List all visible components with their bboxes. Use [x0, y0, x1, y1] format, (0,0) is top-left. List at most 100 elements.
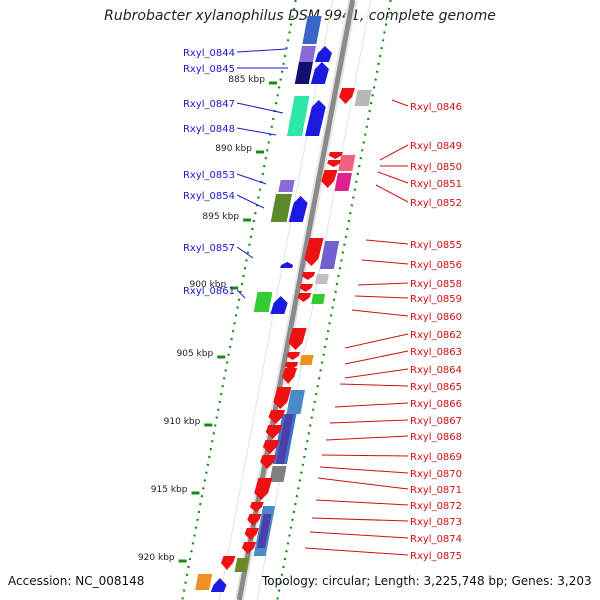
- leader-line-right: [344, 368, 409, 379]
- leader-line-right: [351, 309, 409, 317]
- gene-label-right: Rxyl_0858: [410, 279, 462, 290]
- gene-arrow-0865: [282, 368, 298, 384]
- gene-label-right: Rxyl_0846: [410, 102, 462, 113]
- gene-block-0852: [334, 173, 352, 191]
- left-inner-track: [218, 0, 334, 600]
- gene-arrow-0849: [328, 152, 343, 159]
- kbp-tick-label: 900 kbp: [190, 280, 227, 290]
- gene-label-left: Rxyl_0854: [183, 191, 235, 202]
- backbone: [236, 0, 356, 600]
- gene-label-right: Rxyl_0875: [410, 551, 462, 562]
- gene-arrow-0862: [288, 328, 307, 350]
- gene-block-0845: [294, 62, 313, 84]
- gene-label-right: Rxyl_0850: [410, 162, 462, 173]
- leader-line-right: [329, 419, 409, 424]
- leader-line-right: [311, 517, 409, 522]
- gene-block-0871: [269, 466, 287, 482]
- leader-line-left: [236, 289, 246, 299]
- gene-block-0846: [354, 90, 372, 106]
- gene-arrow-bottom: [210, 578, 227, 592]
- gene-block-0875: [234, 558, 250, 572]
- gene-label-right: Rxyl_0869: [410, 452, 462, 463]
- leader-line-right: [319, 466, 409, 474]
- gene-arrow-0846: [339, 88, 356, 104]
- leader-line-left: [236, 127, 277, 136]
- gene-label-right: Rxyl_0856: [410, 260, 462, 271]
- gene-label-right: Rxyl_0852: [410, 198, 462, 209]
- leader-line-right: [325, 435, 409, 441]
- leader-line-left: [236, 102, 284, 114]
- gene-arrow-0848: [304, 100, 326, 136]
- gene-label-right: Rxyl_0871: [410, 485, 462, 496]
- leader-line-right: [315, 499, 409, 506]
- gene-block-bottom: [195, 574, 213, 590]
- gene-label-right: Rxyl_0851: [410, 179, 462, 190]
- gene-label-right: Rxyl_0870: [410, 469, 462, 480]
- kbp-tick-label: 895 kbp: [202, 212, 239, 222]
- leader-line-right: [377, 171, 409, 184]
- gene-arrow-0861: [270, 296, 288, 314]
- leader-line-right: [334, 402, 409, 408]
- gene-arrow-0872: [254, 478, 273, 500]
- gene-arrow-0859: [299, 284, 313, 292]
- gene-block-0863: [299, 355, 314, 365]
- leader-line-right: [375, 184, 409, 203]
- gene-label-right: Rxyl_0865: [410, 382, 462, 393]
- gene-label-right: Rxyl_0874: [410, 534, 462, 545]
- gene-label-right: Rxyl_0873: [410, 517, 462, 528]
- gene-block-0867: [286, 390, 305, 414]
- gene-arrow-0870: [260, 455, 277, 469]
- gene-arrow-0850: [327, 160, 342, 167]
- map-title: Rubrobacter xylanophilus DSM 9941, compl…: [104, 8, 496, 24]
- gene-label-right: Rxyl_0860: [410, 312, 462, 323]
- gene-block-0858: [314, 274, 329, 284]
- gene-block-0853: [278, 180, 295, 192]
- gene-label-right: Rxyl_0867: [410, 416, 462, 427]
- leader-line-left: [236, 246, 254, 259]
- leader-line-right: [317, 477, 409, 490]
- gene-label-left: Rxyl_0844: [183, 48, 235, 59]
- gene-label-right: Rxyl_0872: [410, 501, 462, 512]
- gene-label-right: Rxyl_0868: [410, 432, 462, 443]
- gene-block-0868-inner: [275, 414, 294, 464]
- leader-line-right: [321, 454, 409, 457]
- leader-line-left: [236, 173, 267, 185]
- leader-line-right: [357, 282, 409, 286]
- gene-block-0861: [253, 292, 273, 312]
- gene-label-right: Rxyl_0866: [410, 399, 462, 410]
- leader-line-right: [361, 259, 409, 265]
- gene-arrow-0866: [273, 387, 292, 409]
- leader-line-right: [344, 333, 409, 349]
- gene-arrow-0851: [321, 170, 338, 188]
- gene-arrow-0855: [304, 238, 324, 266]
- kbp-tick-label: 905 kbp: [177, 349, 214, 359]
- gene-arrow-0863: [286, 352, 301, 360]
- kbp-tick-label: 910 kbp: [164, 417, 201, 427]
- gene-arrow-0857: [280, 262, 294, 268]
- leader-line-right: [309, 531, 409, 539]
- leader-line-left: [236, 194, 265, 209]
- leader-line-right: [391, 99, 409, 107]
- genome-summary: Topology: circular; Length: 3,225,748 bp…: [262, 574, 592, 588]
- gene-arrow-bottom-red: [220, 556, 236, 570]
- gene-label-left: Rxyl_0857: [183, 243, 235, 254]
- gene-label-left: Rxyl_0853: [183, 170, 235, 181]
- leader-line-right: [339, 383, 409, 387]
- leader-line-right: [354, 295, 409, 299]
- gene-label-right: Rxyl_0849: [410, 141, 462, 152]
- leader-line-right: [304, 547, 409, 556]
- leader-line-right: [344, 350, 409, 365]
- gene-label-right: Rxyl_0864: [410, 365, 462, 376]
- accession-label: Accession: NC_008148: [8, 574, 145, 588]
- leader-line-left: [236, 48, 287, 53]
- gene-label-right: Rxyl_0855: [410, 240, 462, 251]
- gene-block-left: [302, 16, 322, 44]
- gene-block-0856: [319, 241, 340, 269]
- gene-arrow-0860: [297, 293, 312, 302]
- gene-arrow-0869: [262, 440, 280, 454]
- kbp-tick-label: 885 kbp: [228, 75, 265, 85]
- gene-arrow-0873: [249, 502, 264, 512]
- kbp-tick-label: 890 kbp: [215, 144, 252, 154]
